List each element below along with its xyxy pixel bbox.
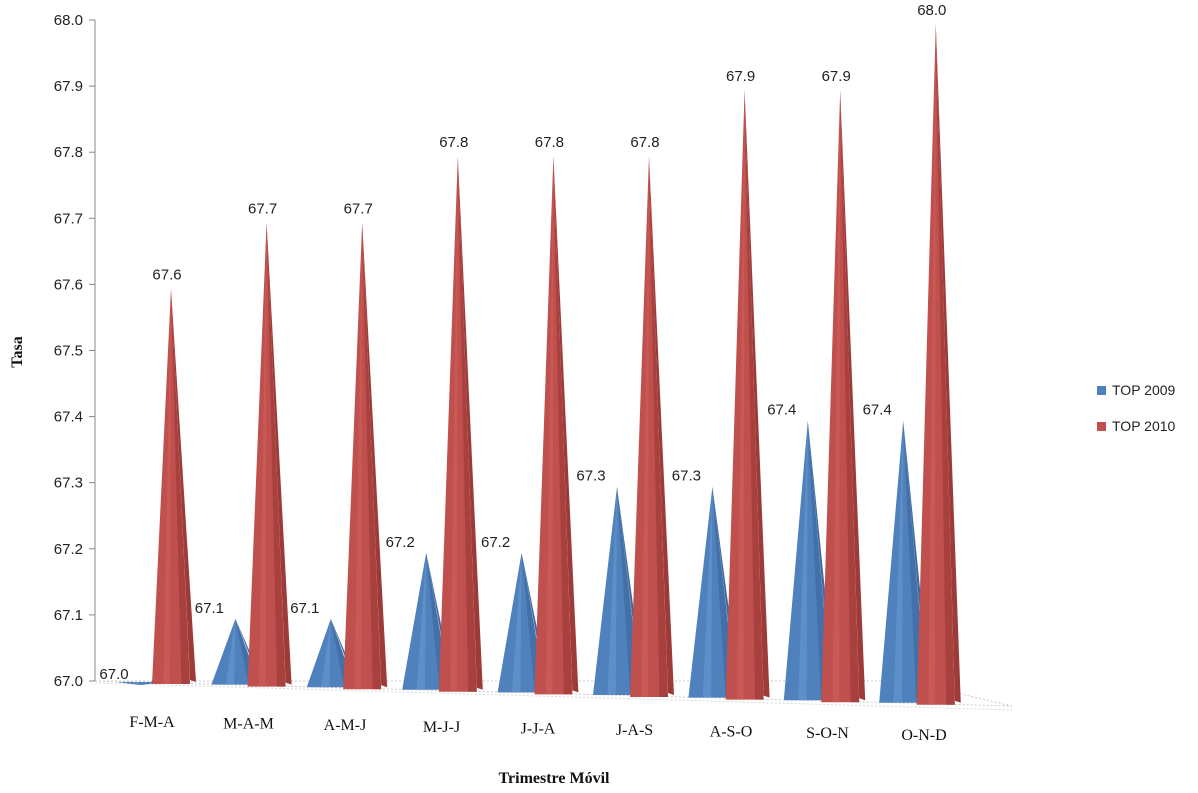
data-label-2010: 67.7	[344, 200, 373, 217]
cone-2009-side	[807, 420, 836, 699]
cone-2009-highlight	[130, 682, 140, 685]
y-tick-label: 67.3	[54, 475, 83, 492]
cone-2009-highlight	[512, 552, 522, 693]
data-label-2009: 67.2	[481, 534, 510, 551]
data-label-2009: 67.4	[863, 402, 892, 419]
cone-2010-side	[171, 288, 196, 682]
y-tick-label: 67.4	[54, 409, 83, 426]
cone-2009-highlight	[702, 486, 713, 698]
data-label-2010: 67.8	[535, 134, 564, 151]
x-axis-title: Trimestre Móvil	[499, 770, 610, 787]
y-axis: 67.0 67.1 67.2 67.3 67.4 67.5 67.6 67.7 67.8 67.9…	[54, 12, 96, 690]
y-tick-label: 67.1	[54, 607, 83, 624]
data-labels: 67.0 67.6 67.1 67.7 67.1 67.7 67.2 67.8 67.2 67.8…	[99, 2, 946, 683]
cone-2009-shade	[617, 486, 641, 695]
cone-2010-shade	[171, 288, 190, 684]
cone-2009-highlight	[225, 618, 236, 685]
y-tick-label: 68.0	[54, 12, 83, 29]
cone-2010-shade	[935, 24, 955, 705]
cone-2010-highlight	[354, 222, 363, 690]
cone-2010-shade	[553, 156, 573, 695]
cone-2010-side	[935, 24, 961, 703]
x-tick-label: A-M-J	[324, 717, 367, 734]
cone-2009-shade	[807, 420, 832, 701]
cone-2010-shade	[649, 156, 668, 697]
cone-2009-side	[521, 552, 550, 691]
y-axis-title: Tasa	[9, 336, 26, 367]
cone-2010-highlight	[832, 90, 841, 703]
cone-2009-highlight	[798, 420, 808, 701]
cones	[116, 24, 961, 705]
legend-swatch	[1097, 422, 1106, 431]
data-label-2009: 67.0	[99, 666, 128, 683]
cone-2010-shade	[266, 222, 286, 687]
data-label-2009: 67.3	[576, 468, 605, 485]
cone-2010-shade	[457, 156, 477, 692]
cone-2010-side	[553, 156, 579, 693]
legend-swatch	[1097, 386, 1106, 395]
floor-edge	[94, 682, 1013, 711]
legend: TOP 2009 TOP 2010	[1097, 382, 1176, 434]
cone-2010-shade	[744, 90, 764, 700]
y-tick-label: 67.6	[54, 276, 83, 293]
data-label-2009: 67.4	[767, 402, 796, 419]
data-label-2010: 67.9	[822, 68, 851, 85]
data-label-2010: 67.8	[439, 134, 468, 151]
x-tick-label: J-J-A	[521, 720, 556, 737]
cone-2010-highlight	[928, 24, 936, 705]
y-tick-label: 67.7	[54, 210, 83, 227]
y-tick-label: 67.9	[54, 78, 83, 95]
cone-2009-shade	[330, 618, 355, 688]
data-label-2010: 67.7	[248, 200, 277, 217]
cone-2010-side	[649, 156, 674, 695]
cone-2010-shade	[840, 90, 860, 703]
cone-2009-side	[617, 486, 645, 693]
cone-2010-shade	[362, 222, 382, 690]
cone-2010-side	[266, 222, 292, 685]
x-tick-label: O-N-D	[901, 727, 946, 744]
x-tick-label: A-S-O	[710, 724, 753, 741]
cone-2010-highlight	[450, 156, 458, 692]
data-label-2010: 67.9	[726, 68, 755, 85]
cone-2010-side	[362, 222, 388, 688]
data-label-2009: 67.1	[195, 600, 224, 617]
cone-2010-side	[744, 90, 770, 698]
cone-2010-highlight	[737, 90, 745, 700]
x-tick-label: S-O-N	[806, 725, 849, 742]
x-tick-label: M-A-M	[223, 716, 274, 733]
cone-2010-highlight	[545, 156, 554, 695]
cone-2009-highlight	[416, 552, 427, 690]
cone-2010-side	[840, 90, 866, 701]
cone-2010-highlight	[259, 222, 267, 687]
cone-2010-highlight	[163, 288, 171, 684]
data-label-2010: 67.6	[152, 266, 181, 283]
y-tick-label: 67.2	[54, 541, 83, 558]
legend-label: TOP 2009	[1112, 382, 1176, 398]
y-tick-label: 67.8	[54, 144, 83, 161]
y-tick-label: 67.0	[54, 673, 83, 690]
data-label-2009: 67.3	[672, 468, 701, 485]
data-label-2009: 67.2	[386, 534, 415, 551]
cone-2010-side	[457, 156, 483, 690]
cone-2009-shade	[521, 552, 546, 693]
x-tick-label: M-J-J	[423, 719, 460, 736]
y-tick-label: 67.5	[54, 343, 83, 360]
cone-2010-highlight	[641, 156, 649, 697]
cone-2009-highlight	[607, 486, 617, 695]
data-label-2010: 67.8	[630, 134, 659, 151]
cone-2009-highlight	[893, 420, 904, 703]
x-tick-label: J-A-S	[616, 722, 653, 739]
x-tick-label: F-M-A	[129, 714, 175, 731]
data-label-2009: 67.1	[290, 600, 319, 617]
legend-label: TOP 2010	[1112, 418, 1176, 434]
x-axis-labels: F-M-A M-A-M A-M-J M-J-J J-J-A J-A-S A-S-O S-O-N…	[129, 714, 946, 744]
data-label-2010: 68.0	[917, 2, 946, 19]
cone-2009-highlight	[321, 618, 331, 688]
